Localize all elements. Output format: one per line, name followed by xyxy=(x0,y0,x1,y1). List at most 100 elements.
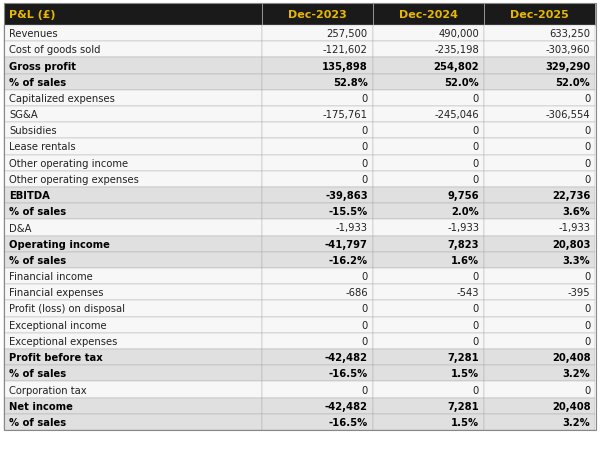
Text: 0: 0 xyxy=(362,142,368,152)
Bar xyxy=(484,139,595,155)
Text: Gross profit: Gross profit xyxy=(9,61,76,71)
Text: -41,797: -41,797 xyxy=(325,239,368,249)
Text: 0: 0 xyxy=(362,336,368,346)
Text: 7,281: 7,281 xyxy=(448,352,479,362)
Bar xyxy=(373,4,484,26)
Text: -235,198: -235,198 xyxy=(434,45,479,55)
Text: 1.6%: 1.6% xyxy=(451,255,479,265)
Text: 52.0%: 52.0% xyxy=(556,78,590,87)
Bar xyxy=(4,333,262,349)
Bar xyxy=(4,139,262,155)
Bar xyxy=(262,236,373,252)
Bar xyxy=(484,4,595,26)
Text: Exceptional expenses: Exceptional expenses xyxy=(9,336,118,346)
Text: 7,823: 7,823 xyxy=(448,239,479,249)
Bar xyxy=(484,171,595,188)
Text: 0: 0 xyxy=(473,304,479,314)
Text: 0: 0 xyxy=(473,142,479,152)
Text: P&L (£): P&L (£) xyxy=(9,10,56,20)
Bar xyxy=(373,236,484,252)
Bar xyxy=(373,204,484,220)
Bar xyxy=(484,349,595,365)
Text: 0: 0 xyxy=(584,336,590,346)
Bar xyxy=(4,349,262,365)
Text: 3.6%: 3.6% xyxy=(563,207,590,217)
Bar xyxy=(262,42,373,58)
Bar xyxy=(373,398,484,414)
Bar xyxy=(484,268,595,285)
Text: 490,000: 490,000 xyxy=(439,29,479,39)
Bar xyxy=(484,58,595,74)
Text: 0: 0 xyxy=(362,385,368,395)
Bar xyxy=(484,317,595,333)
Bar xyxy=(373,74,484,91)
Bar xyxy=(4,317,262,333)
Bar xyxy=(373,171,484,188)
Bar xyxy=(4,4,262,26)
Bar xyxy=(373,349,484,365)
Bar xyxy=(262,91,373,107)
Text: 0: 0 xyxy=(473,385,479,395)
Bar xyxy=(262,382,373,398)
Text: Dec-2023: Dec-2023 xyxy=(288,10,347,20)
Bar xyxy=(262,333,373,349)
Bar xyxy=(4,285,262,301)
Bar xyxy=(373,268,484,285)
Text: 0: 0 xyxy=(584,304,590,314)
Bar xyxy=(262,188,373,204)
Bar xyxy=(373,42,484,58)
Text: 329,290: 329,290 xyxy=(545,61,590,71)
Text: -303,960: -303,960 xyxy=(546,45,590,55)
Text: 3.2%: 3.2% xyxy=(563,368,590,378)
Text: Other operating expenses: Other operating expenses xyxy=(9,175,139,184)
Text: 257,500: 257,500 xyxy=(326,29,368,39)
Text: Subsidies: Subsidies xyxy=(9,126,56,136)
Text: 1.5%: 1.5% xyxy=(451,417,479,427)
Text: 9,756: 9,756 xyxy=(448,191,479,201)
Bar xyxy=(262,414,373,430)
Bar xyxy=(484,365,595,382)
Bar xyxy=(4,74,262,91)
Bar xyxy=(373,333,484,349)
Text: 0: 0 xyxy=(584,142,590,152)
Text: 52.8%: 52.8% xyxy=(333,78,368,87)
Text: 0: 0 xyxy=(362,175,368,184)
Bar xyxy=(373,414,484,430)
Text: -1,933: -1,933 xyxy=(447,223,479,233)
Bar xyxy=(4,204,262,220)
Bar xyxy=(484,42,595,58)
Text: Corporation tax: Corporation tax xyxy=(9,385,86,395)
Text: -39,863: -39,863 xyxy=(325,191,368,201)
Bar xyxy=(262,365,373,382)
Text: -543: -543 xyxy=(457,288,479,298)
Text: Exceptional income: Exceptional income xyxy=(9,320,107,330)
Bar xyxy=(4,155,262,171)
Text: % of sales: % of sales xyxy=(9,207,66,217)
Text: Net income: Net income xyxy=(9,401,73,411)
Text: 0: 0 xyxy=(584,94,590,104)
Bar xyxy=(484,285,595,301)
Bar xyxy=(262,171,373,188)
Bar xyxy=(4,301,262,317)
Text: 0: 0 xyxy=(473,94,479,104)
Text: -16.2%: -16.2% xyxy=(329,255,368,265)
Text: EBITDA: EBITDA xyxy=(9,191,50,201)
Text: -1,933: -1,933 xyxy=(336,223,368,233)
Bar xyxy=(4,382,262,398)
Bar xyxy=(373,26,484,42)
Bar xyxy=(4,123,262,139)
Text: -1,933: -1,933 xyxy=(559,223,590,233)
Text: % of sales: % of sales xyxy=(9,255,66,265)
Text: 0: 0 xyxy=(584,158,590,168)
Text: 2.0%: 2.0% xyxy=(451,207,479,217)
Bar xyxy=(484,123,595,139)
Bar xyxy=(4,91,262,107)
Text: 0: 0 xyxy=(584,175,590,184)
Bar xyxy=(373,382,484,398)
Bar xyxy=(373,317,484,333)
Text: 20,408: 20,408 xyxy=(552,352,590,362)
Text: 135,898: 135,898 xyxy=(322,61,368,71)
Bar xyxy=(4,398,262,414)
Bar xyxy=(484,236,595,252)
Bar xyxy=(262,155,373,171)
